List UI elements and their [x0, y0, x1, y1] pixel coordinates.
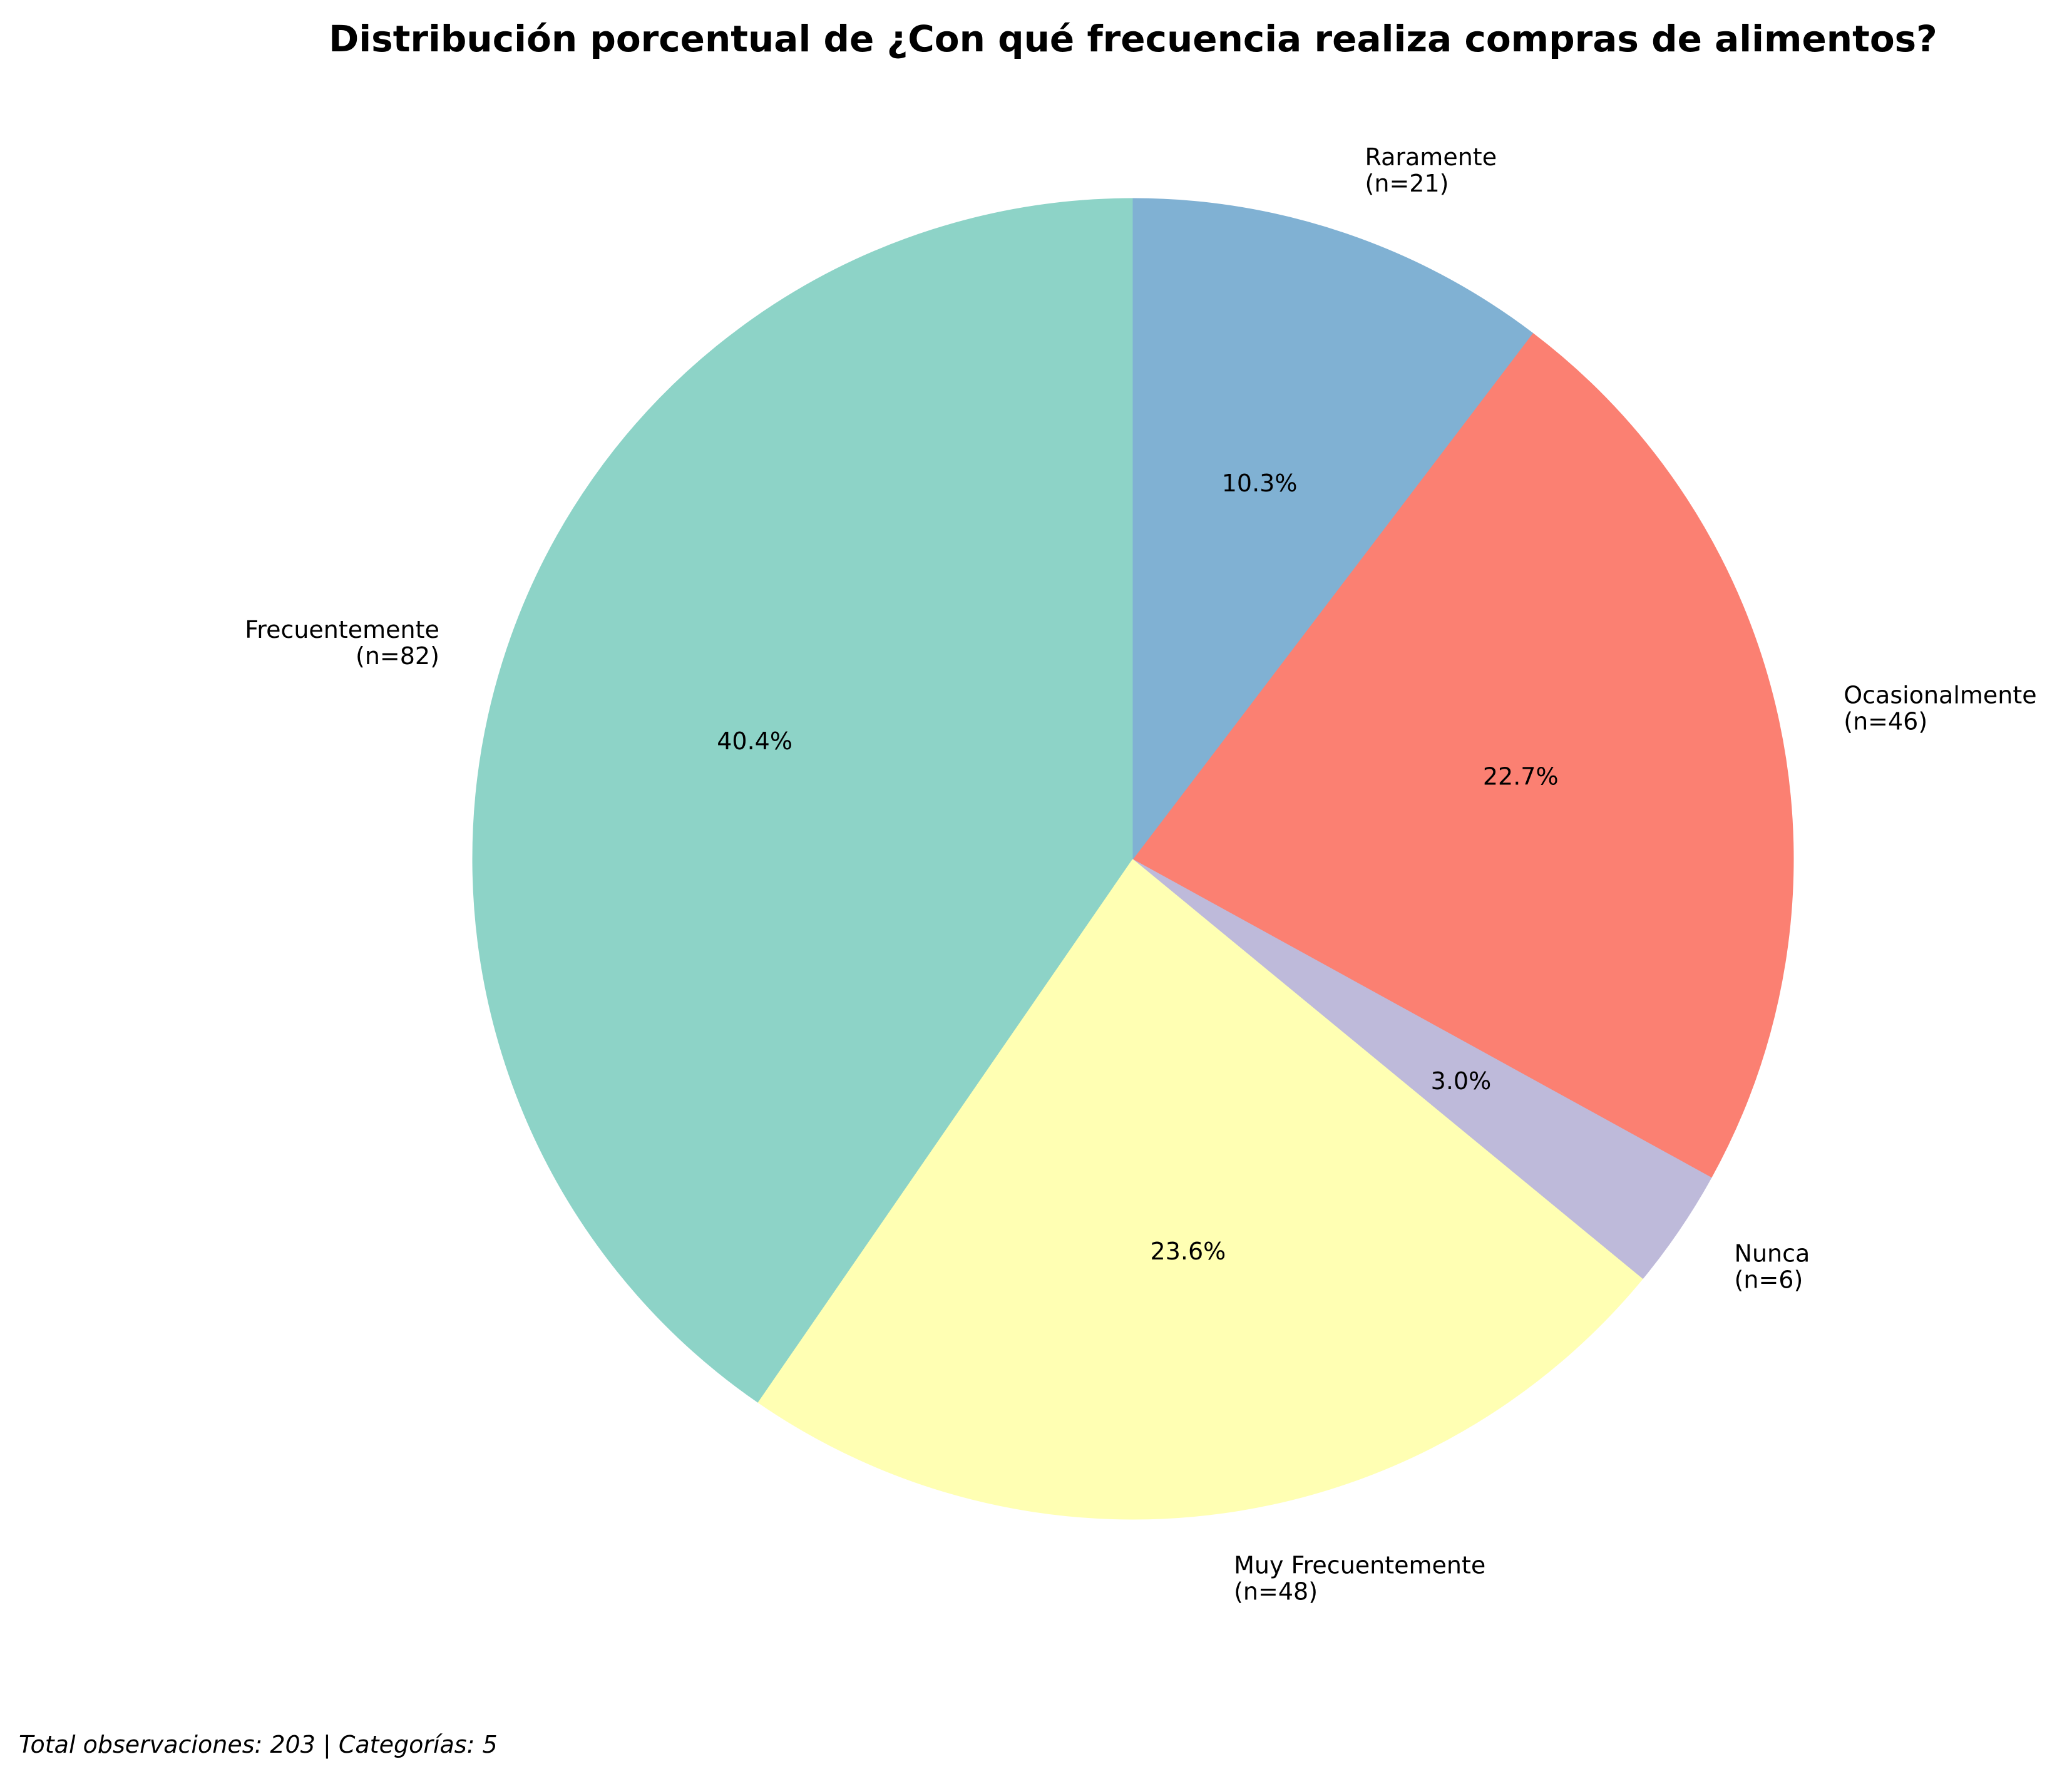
slice-category-label: Frecuentemente (n=82)	[245, 616, 439, 670]
pie-slice-frecuentemente	[472, 198, 1134, 1403]
pie-labels: 40.4% Frecuentemente (n=82) 23.6% Muy Frecue…	[245, 143, 2036, 1605]
pie-slices	[472, 198, 1794, 1520]
chart-footnote: Total observaciones: 203 | Categorías: 5	[19, 1731, 498, 1759]
pie-slice-ocasionalmente	[1132, 332, 1794, 1178]
slice-category-label: Raramente (n=21)	[1365, 143, 1497, 197]
slice-category-label: Nunca (n=6)	[1735, 1239, 1810, 1293]
chart-title: Distribución porcentual de ¿Con qué frec…	[329, 18, 1937, 60]
slice-category-name: Muy Frecuentemente	[1234, 1551, 1485, 1579]
slice-percent-label: 3.0%	[1431, 1067, 1492, 1095]
slice-count-label: (n=82)	[356, 642, 439, 670]
slice-category-name: Ocasionalmente	[1844, 681, 2036, 709]
slice-category-label: Ocasionalmente (n=46)	[1844, 681, 2036, 735]
slice-count-label: (n=46)	[1844, 707, 1927, 735]
slice-count-label: (n=6)	[1735, 1266, 1803, 1293]
slice-category-label: Muy Frecuentemente (n=48)	[1234, 1551, 1485, 1605]
slice-category-name: Frecuentemente	[245, 616, 439, 643]
slice-percent-label: 40.4%	[717, 727, 792, 755]
slice-count-label: (n=48)	[1234, 1577, 1318, 1605]
slice-count-label: (n=21)	[1365, 170, 1449, 197]
slice-percent-label: 22.7%	[1483, 763, 1559, 791]
pie-slice-muy-frecuentemente	[757, 858, 1644, 1520]
slice-percent-label: 10.3%	[1222, 469, 1298, 497]
slice-category-name: Raramente	[1365, 143, 1497, 171]
slice-category-name: Nunca	[1735, 1239, 1810, 1267]
slice-percent-label: 23.6%	[1151, 1238, 1226, 1265]
pie-slice-raramente	[1132, 198, 1534, 860]
